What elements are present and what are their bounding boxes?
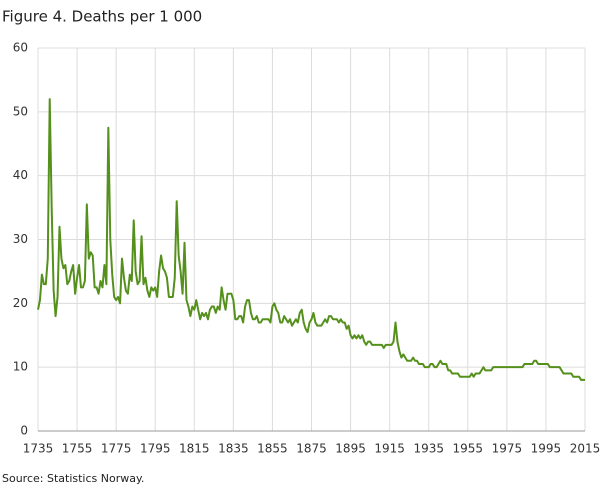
x-tick-label: 1875 — [296, 442, 327, 456]
x-tick-label: 2015 — [570, 442, 601, 456]
y-tick-label: 20 — [13, 296, 28, 310]
y-tick-label: 10 — [13, 360, 28, 374]
x-tick-label: 1915 — [374, 442, 405, 456]
x-tick-label: 1955 — [453, 442, 484, 456]
y-tick-label: 60 — [13, 41, 28, 55]
y-tick-label: 30 — [13, 232, 28, 246]
x-tick-label: 1815 — [179, 442, 210, 456]
data-line — [37, 98, 585, 381]
y-tick-label: 40 — [13, 168, 28, 182]
x-tick-label: 1935 — [413, 442, 444, 456]
x-tick-label: 1995 — [531, 442, 562, 456]
x-tick-label: 1775 — [101, 442, 132, 456]
y-tick-label: 0 — [20, 424, 28, 438]
source-note: Source: Statistics Norway. — [2, 472, 144, 485]
x-tick-label: 1795 — [140, 442, 171, 456]
x-tick-label: 1975 — [492, 442, 523, 456]
x-tick-label: 1835 — [218, 442, 249, 456]
chart-title: Figure 4. Deaths per 1 000 — [2, 8, 202, 26]
x-tick-label: 1895 — [335, 442, 366, 456]
x-tick-label: 1855 — [257, 442, 288, 456]
x-tick-label: 1755 — [62, 442, 93, 456]
y-tick-label: 50 — [13, 104, 28, 118]
x-tick-label: 1735 — [23, 442, 54, 456]
